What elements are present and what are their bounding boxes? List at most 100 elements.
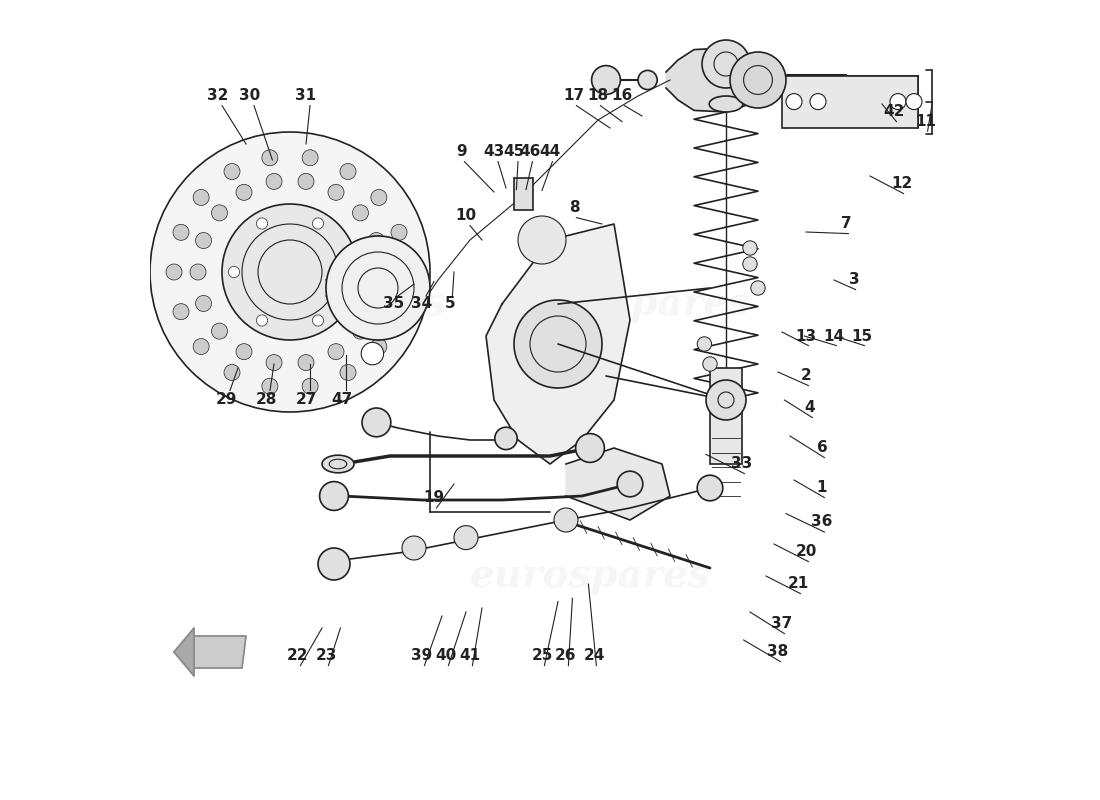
- Ellipse shape: [322, 455, 354, 473]
- Text: 46: 46: [519, 145, 541, 159]
- Text: 27: 27: [295, 393, 317, 407]
- Circle shape: [211, 323, 228, 339]
- Circle shape: [262, 150, 278, 166]
- Circle shape: [312, 315, 323, 326]
- Text: 40: 40: [436, 649, 456, 663]
- Text: 3: 3: [849, 273, 859, 287]
- Circle shape: [703, 357, 717, 371]
- Circle shape: [302, 378, 318, 394]
- Text: 12: 12: [891, 177, 913, 191]
- Circle shape: [371, 338, 387, 354]
- Text: 23: 23: [316, 649, 337, 663]
- Polygon shape: [190, 636, 246, 668]
- Text: 29: 29: [216, 393, 236, 407]
- Circle shape: [702, 40, 750, 88]
- Circle shape: [352, 323, 368, 339]
- Text: 41: 41: [460, 649, 481, 663]
- Circle shape: [514, 300, 602, 388]
- Circle shape: [328, 344, 344, 360]
- Text: 32: 32: [207, 89, 229, 103]
- Ellipse shape: [710, 96, 742, 112]
- Circle shape: [262, 378, 278, 394]
- Circle shape: [390, 304, 407, 320]
- Text: eurospares: eurospares: [509, 285, 750, 323]
- Circle shape: [340, 365, 356, 381]
- Text: 11: 11: [915, 114, 936, 129]
- Circle shape: [320, 482, 349, 510]
- Circle shape: [786, 94, 802, 110]
- Circle shape: [402, 536, 426, 560]
- Circle shape: [166, 264, 182, 280]
- Circle shape: [302, 150, 318, 166]
- Polygon shape: [486, 224, 630, 464]
- Text: 35: 35: [384, 297, 405, 311]
- Circle shape: [454, 526, 478, 550]
- Circle shape: [495, 427, 517, 450]
- Text: 44: 44: [539, 145, 561, 159]
- Text: 42: 42: [883, 105, 904, 119]
- Text: 34: 34: [411, 297, 432, 311]
- Text: 30: 30: [240, 89, 261, 103]
- Text: 26: 26: [556, 649, 576, 663]
- Circle shape: [256, 218, 267, 229]
- Circle shape: [266, 174, 282, 190]
- Circle shape: [906, 94, 922, 110]
- Circle shape: [362, 408, 390, 437]
- Circle shape: [173, 224, 189, 240]
- Circle shape: [697, 475, 723, 501]
- Text: 31: 31: [296, 89, 317, 103]
- Circle shape: [150, 132, 430, 412]
- Circle shape: [312, 218, 323, 229]
- Text: 15: 15: [851, 329, 872, 343]
- Text: 28: 28: [255, 393, 277, 407]
- Text: 18: 18: [587, 89, 608, 103]
- Circle shape: [742, 257, 757, 271]
- Circle shape: [371, 190, 387, 206]
- Circle shape: [318, 548, 350, 580]
- Text: eurospares: eurospares: [470, 557, 711, 595]
- Text: 6: 6: [816, 441, 827, 455]
- Bar: [514, 178, 534, 210]
- Circle shape: [361, 342, 384, 365]
- Circle shape: [236, 344, 252, 360]
- Circle shape: [374, 264, 390, 280]
- Text: 33: 33: [732, 457, 752, 471]
- Circle shape: [196, 233, 211, 249]
- Text: eurospares: eurospares: [206, 285, 447, 323]
- Circle shape: [340, 266, 352, 278]
- Circle shape: [340, 163, 356, 179]
- Circle shape: [697, 337, 712, 351]
- Circle shape: [211, 205, 228, 221]
- Circle shape: [706, 380, 746, 420]
- Text: 22: 22: [287, 649, 309, 663]
- Circle shape: [222, 204, 358, 340]
- Text: 1: 1: [816, 481, 827, 495]
- Circle shape: [352, 205, 368, 221]
- Text: 43: 43: [483, 145, 505, 159]
- Circle shape: [173, 304, 189, 320]
- Circle shape: [328, 184, 344, 200]
- Text: 25: 25: [531, 649, 552, 663]
- Text: 17: 17: [563, 89, 584, 103]
- Circle shape: [266, 354, 282, 370]
- Circle shape: [617, 471, 642, 497]
- Circle shape: [751, 281, 766, 295]
- Text: 19: 19: [424, 490, 444, 505]
- Circle shape: [890, 94, 906, 110]
- Bar: [710, 368, 742, 464]
- Circle shape: [554, 508, 578, 532]
- Circle shape: [194, 338, 209, 354]
- Text: 37: 37: [771, 617, 793, 631]
- Circle shape: [390, 224, 407, 240]
- Text: 10: 10: [455, 209, 476, 223]
- Text: 39: 39: [411, 649, 432, 663]
- Circle shape: [298, 354, 314, 370]
- Text: 2: 2: [801, 369, 812, 383]
- Bar: [782, 76, 918, 128]
- Text: 21: 21: [788, 577, 808, 591]
- Circle shape: [326, 236, 430, 340]
- Text: 9: 9: [456, 145, 468, 159]
- Circle shape: [194, 190, 209, 206]
- Circle shape: [638, 70, 657, 90]
- Circle shape: [810, 94, 826, 110]
